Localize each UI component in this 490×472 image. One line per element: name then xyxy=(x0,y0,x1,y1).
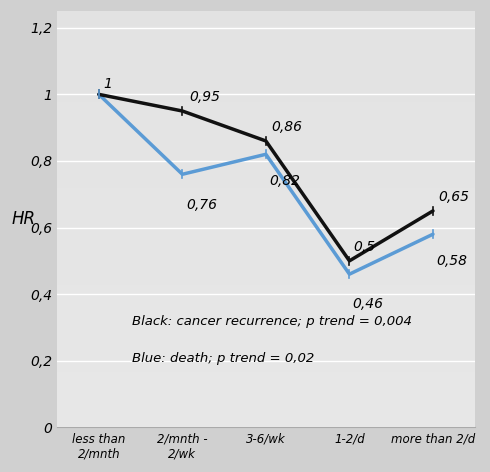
Text: 0,76: 0,76 xyxy=(187,198,218,211)
Text: 0,82: 0,82 xyxy=(269,174,300,188)
Text: Blue: death; p trend = 0,02: Blue: death; p trend = 0,02 xyxy=(132,353,315,365)
Y-axis label: HR: HR xyxy=(11,210,35,228)
Text: 1: 1 xyxy=(103,77,112,91)
Text: 0,58: 0,58 xyxy=(436,254,467,268)
Text: 0,86: 0,86 xyxy=(271,120,302,135)
Text: Black: cancer recurrence; p trend = 0,004: Black: cancer recurrence; p trend = 0,00… xyxy=(132,315,412,328)
Text: 0,65: 0,65 xyxy=(438,190,469,204)
Text: 0,95: 0,95 xyxy=(189,90,220,104)
Text: 0,5: 0,5 xyxy=(354,240,376,254)
Text: 0,46: 0,46 xyxy=(352,297,383,312)
